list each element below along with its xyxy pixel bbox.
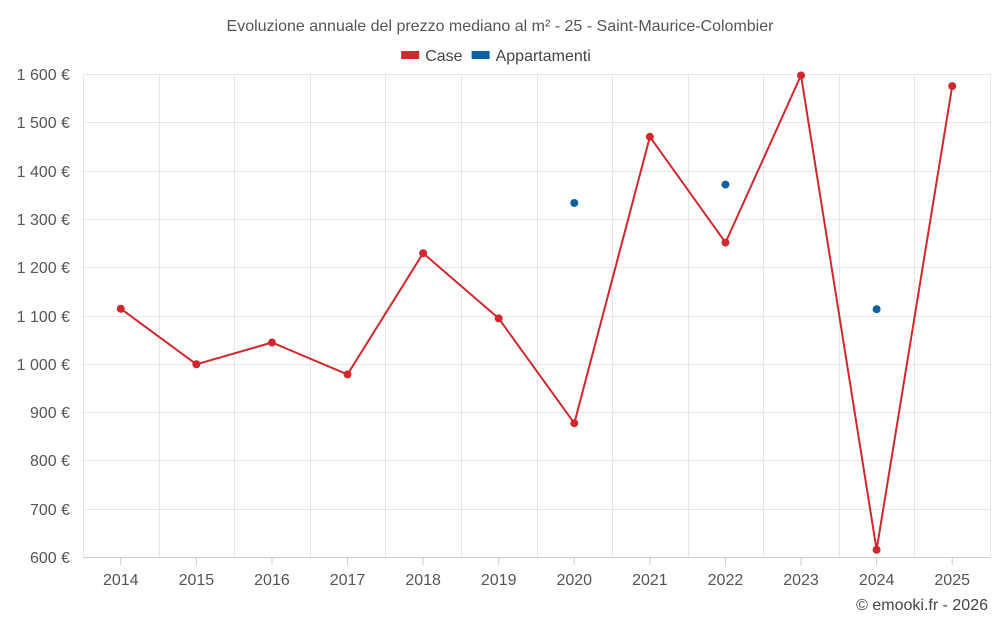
y-tick-label: 900 € [30, 405, 70, 422]
data-point[interactable] [494, 314, 503, 323]
x-tick-label: 2015 [179, 572, 215, 589]
data-point[interactable] [872, 305, 881, 314]
y-tick-label: 700 € [30, 502, 70, 519]
grid [83, 74, 991, 557]
series-case[interactable] [116, 71, 957, 554]
y-tick-label: 1 200 € [17, 260, 70, 277]
data-point[interactable] [872, 545, 881, 554]
legend-item-case[interactable]: Case [401, 48, 463, 65]
series-line [120, 74, 954, 551]
data-point[interactable] [797, 71, 806, 80]
x-tick-label: 2017 [330, 572, 366, 589]
series-layer [116, 71, 957, 554]
x-tick-label: 2022 [708, 572, 744, 589]
legend-label: Appartamenti [496, 48, 591, 65]
data-point[interactable] [343, 370, 352, 379]
axes: 600 € 700 € 800 € 900 € 1 000 € 1 100 € 1 200 … [17, 67, 990, 589]
data-point[interactable] [267, 338, 276, 347]
data-point[interactable] [570, 198, 579, 207]
legend-swatch [471, 51, 490, 59]
data-point[interactable] [645, 132, 654, 141]
data-point[interactable] [116, 304, 125, 313]
y-tick-label: 1 100 € [17, 309, 70, 326]
x-tick-label: 2018 [405, 572, 441, 589]
y-tick-label: 1 600 € [17, 67, 70, 84]
y-tick-label: 600 € [30, 550, 70, 567]
legend-label: Case [425, 48, 462, 65]
data-point[interactable] [570, 419, 579, 428]
x-tick-label: 2025 [934, 572, 970, 589]
y-tick-label: 1 500 € [17, 115, 70, 132]
chart-title: Evoluzione annuale del prezzo mediano al… [227, 18, 775, 35]
data-point[interactable] [721, 180, 730, 189]
x-tick-label: 2023 [783, 572, 819, 589]
x-tick-label: 2014 [103, 572, 139, 589]
x-tick-label: 2021 [632, 572, 668, 589]
x-tick-label: 2016 [254, 572, 290, 589]
data-point[interactable] [419, 249, 428, 258]
legend-swatch [401, 51, 420, 59]
x-tick-label: 2024 [859, 572, 895, 589]
y-tick-label: 800 € [30, 453, 70, 470]
x-tick-label: 2019 [481, 572, 517, 589]
y-tick-label: 1 000 € [17, 357, 70, 374]
y-tick-label: 1 300 € [17, 212, 70, 229]
credit-text: © emooki.fr - 2026 [856, 597, 988, 614]
y-tick-label: 1 400 € [17, 164, 70, 181]
x-tick-label: 2020 [556, 572, 592, 589]
legend[interactable]: Case Appartamenti [401, 48, 591, 65]
data-point[interactable] [721, 238, 730, 247]
data-point[interactable] [948, 82, 957, 91]
data-point[interactable] [192, 360, 201, 369]
series-appartamenti[interactable] [570, 180, 881, 314]
legend-item-appartamenti[interactable]: Appartamenti [471, 48, 591, 65]
